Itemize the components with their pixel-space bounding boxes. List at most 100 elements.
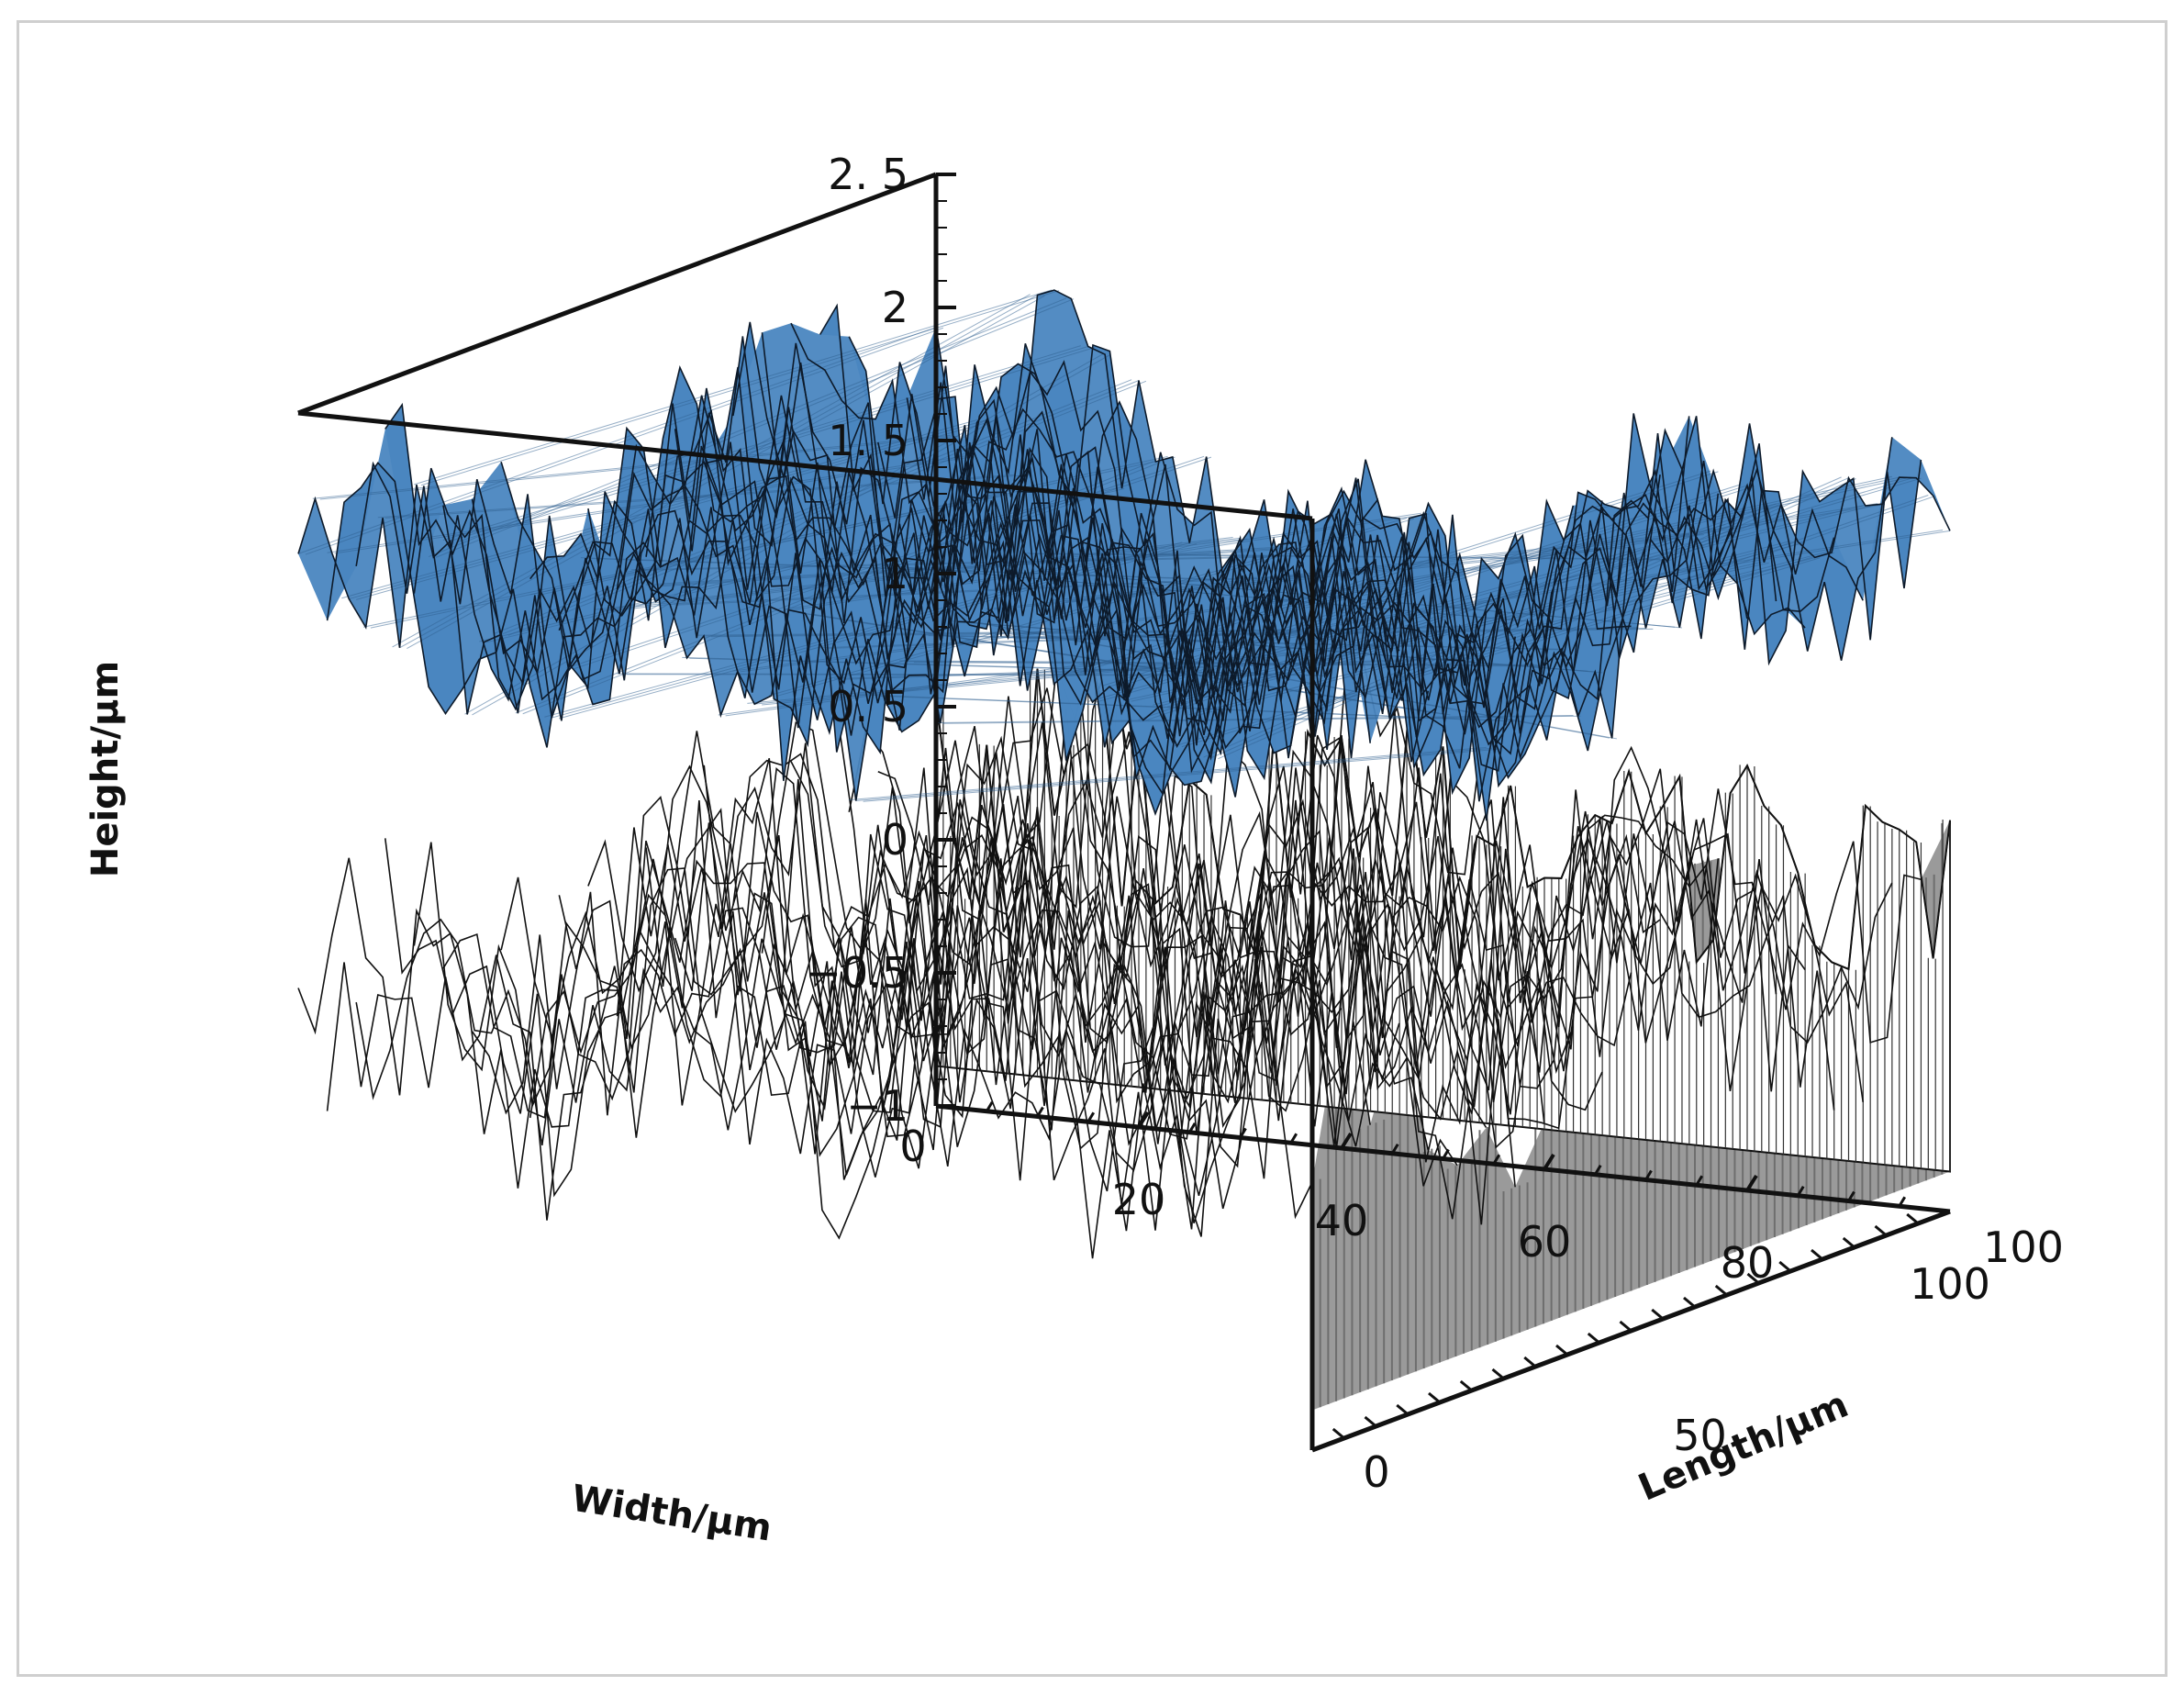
upper-surface-mesh-line <box>1261 476 1900 616</box>
upper-surface-mesh-line <box>1181 557 1821 748</box>
y-minor-tick <box>1714 1284 1728 1297</box>
upper-surface-profile <box>355 461 1371 787</box>
y-minor-tick <box>1523 1356 1537 1368</box>
upper-surface-profile <box>761 332 1777 798</box>
x-minor-tick <box>1036 1106 1044 1118</box>
z-tick-label: −0.5 <box>806 948 908 998</box>
z-tick-label: 1. 5 <box>828 416 908 465</box>
upper-surface-mesh-line <box>718 626 1356 716</box>
x-minor-tick <box>1593 1164 1602 1176</box>
upper-surface-profile <box>297 484 1313 801</box>
y-minor-tick <box>1842 1236 1855 1249</box>
upper-surface-profile <box>935 289 1951 751</box>
upper-surface-profile <box>704 366 1720 785</box>
x-minor-tick <box>1289 1133 1298 1144</box>
lower-surface-profile <box>587 765 1603 1134</box>
lower-surface-profile <box>471 838 1488 1220</box>
lower-surface-profile <box>703 742 1720 1104</box>
upper-surface <box>297 289 1951 821</box>
upper-surface-mesh-line <box>1051 532 1689 601</box>
y-minor-tick <box>1778 1260 1792 1273</box>
x-tick-label: 20 <box>1112 1175 1166 1224</box>
upper-surface-mesh-line <box>1311 530 1951 631</box>
axis-box-edge <box>297 410 1313 521</box>
y-minor-tick <box>1364 1415 1377 1428</box>
y-tick-label: 50 <box>1673 1411 1727 1460</box>
x-minor-tick <box>985 1100 994 1112</box>
upper-surface-profile <box>529 429 1545 769</box>
upper-surface-mesh-line <box>863 748 1501 802</box>
lower-surface-profile <box>413 842 1430 1230</box>
upper-surface-profile <box>645 365 1661 756</box>
lower-surface-profile <box>500 808 1516 1225</box>
lower-surface-profile <box>761 708 1777 1091</box>
x-minor-tick <box>1898 1196 1907 1208</box>
x-tick-label: 0 <box>899 1122 926 1171</box>
y-minor-tick <box>1619 1320 1632 1333</box>
x-axis-title: Width/μm <box>569 1478 774 1550</box>
x-tick-label: 40 <box>1315 1196 1369 1245</box>
lower-surface-profile <box>558 795 1575 1114</box>
y-minor-tick <box>1906 1212 1920 1225</box>
y-minor-tick <box>1874 1224 1888 1237</box>
upper-surface-mesh-line <box>1305 530 1944 630</box>
z-tick-label: −1 <box>846 1081 908 1131</box>
axis-box-edge <box>297 172 937 416</box>
lower-surface-profile <box>297 857 1313 1259</box>
x-minor-tick <box>1644 1169 1653 1181</box>
upper-surface-profile <box>819 303 1835 802</box>
upper-surface-mesh-line <box>414 289 1053 486</box>
upper-surface-profile <box>442 441 1458 779</box>
lower-surface-profile <box>442 840 1458 1187</box>
upper-surface-mesh-line <box>507 380 1147 636</box>
upper-surface-mesh-line <box>689 657 1328 677</box>
upper-surface-mesh-line <box>652 547 1291 586</box>
y-minor-tick <box>1555 1344 1568 1356</box>
x-minor-tick <box>1745 1180 1755 1191</box>
lower-surface-profile <box>819 665 1835 1111</box>
x-minor-tick <box>1442 1148 1450 1160</box>
x-tick-label: 100 <box>1910 1259 1990 1309</box>
upper-surface-mesh-line <box>428 297 1067 558</box>
x-minor-tick <box>1543 1159 1552 1170</box>
z-axis-title: Height/μm <box>84 661 127 877</box>
y-tick-label: 100 <box>1983 1223 2064 1272</box>
upper-surface-mesh-line <box>935 714 1574 723</box>
y-minor-tick <box>1459 1379 1473 1392</box>
x-tick-label: 80 <box>1721 1238 1775 1288</box>
upper-surface-mesh-line <box>971 621 1610 739</box>
upper-surface-mesh-line <box>1109 485 1748 687</box>
upper-surface-mesh-line <box>377 474 1016 519</box>
lower-surface-profile <box>355 918 1371 1237</box>
z-tick-label: 0 <box>882 815 908 865</box>
upper-surface-mesh-line <box>754 643 1393 705</box>
upper-surface-mesh-line <box>870 694 1509 721</box>
upper-surface-mesh-line <box>674 575 1313 606</box>
x-tick-label: 60 <box>1518 1217 1572 1267</box>
x-minor-tick <box>1187 1122 1197 1133</box>
x-minor-tick <box>1340 1138 1349 1149</box>
lower-surface <box>297 645 1951 1411</box>
z-tick-label: 2 <box>882 283 908 332</box>
upper-surface-mesh-line <box>1276 476 1914 664</box>
z-tick-label: 1 <box>882 549 908 598</box>
lower-surface-profile <box>529 800 1545 1163</box>
upper-surface-mesh-line <box>848 746 1487 801</box>
upper-surface-mesh-line <box>392 294 1031 648</box>
lower-surface-profile <box>790 731 1806 1092</box>
upper-surface-mesh-line <box>1131 562 1769 702</box>
lower-surface-profile <box>645 731 1661 1130</box>
x-minor-tick <box>1239 1127 1247 1139</box>
x-minor-tick <box>1796 1185 1805 1197</box>
lower-surface-profile <box>384 838 1400 1198</box>
upper-surface-mesh-line <box>312 434 951 499</box>
upper-surface-mesh-line <box>450 346 1088 541</box>
upper-surface-mesh-line <box>812 613 1451 716</box>
y-minor-tick <box>1491 1368 1505 1380</box>
x-minor-tick <box>1695 1175 1704 1187</box>
x-minor-tick <box>1390 1143 1399 1155</box>
x-minor-tick <box>1492 1154 1501 1166</box>
y-tick-label: 0 <box>1363 1447 1389 1497</box>
z-tick-label: 2. 5 <box>828 150 908 199</box>
